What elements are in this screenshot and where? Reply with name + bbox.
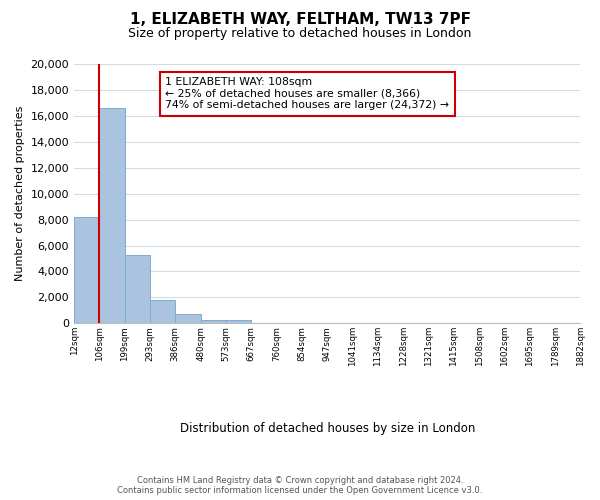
Bar	[125, 254, 150, 324]
Bar	[150, 300, 175, 324]
Bar	[175, 314, 200, 324]
Bar	[226, 320, 251, 324]
Text: Contains HM Land Registry data © Crown copyright and database right 2024.
Contai: Contains HM Land Registry data © Crown c…	[118, 476, 482, 495]
Text: 1 ELIZABETH WAY: 108sqm
← 25% of detached houses are smaller (8,366)
74% of semi: 1 ELIZABETH WAY: 108sqm ← 25% of detache…	[165, 77, 449, 110]
Text: 1, ELIZABETH WAY, FELTHAM, TW13 7PF: 1, ELIZABETH WAY, FELTHAM, TW13 7PF	[130, 12, 470, 28]
Text: Size of property relative to detached houses in London: Size of property relative to detached ho…	[128, 28, 472, 40]
Bar	[100, 108, 125, 324]
Bar	[200, 320, 226, 324]
X-axis label: Distribution of detached houses by size in London: Distribution of detached houses by size …	[179, 422, 475, 435]
Bar	[74, 217, 100, 324]
Y-axis label: Number of detached properties: Number of detached properties	[15, 106, 25, 282]
